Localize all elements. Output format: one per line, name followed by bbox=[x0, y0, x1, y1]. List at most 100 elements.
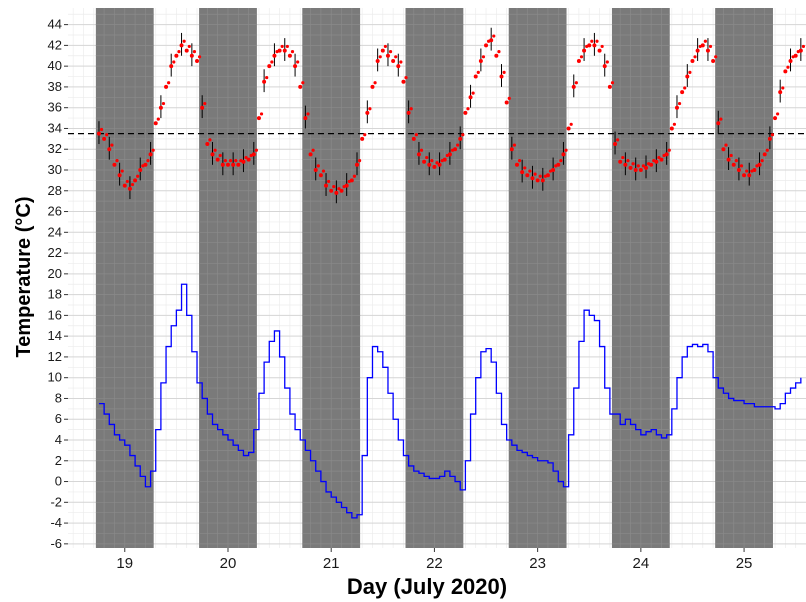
data-point bbox=[334, 190, 339, 195]
data-point bbox=[610, 81, 615, 85]
data-point bbox=[703, 39, 707, 43]
data-point bbox=[726, 157, 731, 162]
y-tick-label: 18 bbox=[48, 287, 62, 302]
data-point bbox=[164, 84, 169, 89]
data-point bbox=[473, 74, 478, 79]
data-point bbox=[182, 39, 186, 43]
data-point bbox=[223, 159, 228, 163]
data-point bbox=[220, 162, 225, 167]
data-point bbox=[138, 168, 143, 172]
data-point bbox=[525, 173, 530, 178]
data-point bbox=[234, 159, 238, 163]
data-point bbox=[659, 157, 664, 162]
data-point bbox=[311, 148, 315, 152]
data-point bbox=[380, 48, 385, 53]
data-point bbox=[742, 173, 747, 178]
data-point bbox=[177, 50, 181, 54]
data-point bbox=[337, 187, 341, 191]
data-point bbox=[564, 148, 568, 152]
data-point bbox=[399, 60, 403, 64]
y-tick-label: 26 bbox=[48, 204, 62, 219]
data-point bbox=[569, 122, 573, 126]
data-point bbox=[195, 58, 200, 63]
data-point bbox=[685, 74, 690, 79]
data-point bbox=[251, 152, 256, 157]
data-point bbox=[613, 142, 618, 147]
data-point bbox=[280, 44, 284, 49]
data-point bbox=[476, 70, 480, 74]
data-point bbox=[167, 81, 171, 85]
data-point bbox=[205, 142, 210, 147]
data-point bbox=[293, 64, 298, 69]
data-point bbox=[739, 164, 744, 168]
data-point bbox=[641, 164, 646, 168]
data-point bbox=[556, 162, 561, 167]
data-point bbox=[352, 174, 357, 178]
data-point bbox=[285, 44, 289, 49]
data-point bbox=[716, 121, 721, 126]
data-point bbox=[228, 159, 233, 163]
data-point bbox=[259, 112, 264, 116]
data-point bbox=[161, 101, 166, 106]
data-point bbox=[471, 91, 475, 95]
data-point bbox=[680, 90, 685, 95]
data-point bbox=[729, 153, 733, 158]
data-point bbox=[602, 64, 607, 69]
data-point bbox=[721, 147, 726, 152]
data-point bbox=[277, 48, 282, 53]
data-point bbox=[416, 152, 421, 157]
y-axis-ticks: -6-4-20246810121416182022242628303234363… bbox=[48, 17, 68, 551]
data-point bbox=[303, 116, 308, 121]
data-point bbox=[631, 162, 635, 166]
data-point bbox=[107, 147, 112, 152]
data-point bbox=[607, 84, 612, 89]
data-point bbox=[734, 159, 738, 163]
data-point bbox=[368, 107, 372, 111]
data-point bbox=[208, 138, 212, 142]
data-point bbox=[256, 116, 261, 121]
x-tick-label: 19 bbox=[116, 555, 133, 572]
data-point bbox=[633, 168, 638, 172]
data-point bbox=[731, 162, 736, 167]
x-axis-title: Day (July 2020) bbox=[347, 574, 507, 599]
data-point bbox=[246, 157, 251, 162]
data-point bbox=[363, 133, 367, 137]
data-point bbox=[724, 143, 728, 147]
y-tick-label: 38 bbox=[48, 79, 62, 94]
data-point bbox=[502, 70, 506, 74]
data-point bbox=[576, 58, 581, 63]
data-point bbox=[327, 179, 331, 184]
data-point bbox=[616, 138, 620, 142]
y-tick-label: 30 bbox=[48, 162, 62, 177]
data-point bbox=[127, 186, 132, 191]
data-point bbox=[99, 127, 104, 132]
data-point bbox=[365, 110, 370, 115]
data-point bbox=[695, 48, 700, 53]
data-point bbox=[318, 173, 323, 178]
data-point bbox=[427, 162, 432, 167]
data-point bbox=[492, 34, 496, 38]
x-tick-label: 20 bbox=[220, 555, 237, 572]
x-tick-label: 24 bbox=[633, 555, 650, 572]
y-tick-label: 34 bbox=[48, 120, 62, 135]
data-point bbox=[313, 168, 318, 172]
series-air-temperature bbox=[96, 27, 806, 204]
data-point bbox=[463, 110, 468, 115]
data-point bbox=[425, 155, 429, 160]
data-point bbox=[798, 48, 803, 53]
data-point bbox=[667, 148, 671, 152]
data-point bbox=[736, 168, 741, 172]
y-tick-label: -4 bbox=[50, 515, 62, 530]
y-tick-label: 36 bbox=[48, 100, 62, 115]
data-point bbox=[481, 55, 486, 59]
y-tick-label: 12 bbox=[48, 349, 62, 364]
data-point bbox=[538, 174, 542, 178]
data-point bbox=[339, 188, 344, 193]
data-point bbox=[241, 159, 246, 164]
data-point bbox=[453, 147, 458, 152]
data-point bbox=[497, 50, 501, 54]
data-point bbox=[592, 43, 597, 48]
data-point bbox=[349, 178, 354, 183]
data-point bbox=[714, 55, 718, 59]
data-point bbox=[218, 153, 222, 158]
